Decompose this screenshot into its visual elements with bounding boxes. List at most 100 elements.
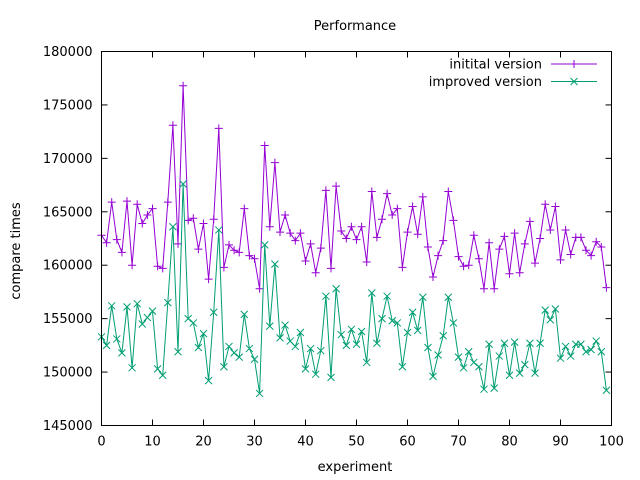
series-2-point [179, 180, 187, 188]
series-1-point [332, 182, 341, 191]
series-1-point [525, 217, 534, 226]
series-1-point [102, 238, 111, 247]
series-1-point [158, 264, 167, 273]
series-2-point [255, 389, 264, 398]
series-2-point [271, 260, 279, 268]
series-2-point [332, 284, 340, 293]
x-tick-label: 70 [450, 435, 467, 450]
series-2-point [515, 369, 524, 377]
x-tick-label: 40 [297, 435, 314, 450]
legend-label-2: improved version [429, 75, 542, 90]
series-2-point [199, 329, 208, 338]
series-2-point [133, 299, 142, 308]
series-1-point [546, 225, 555, 234]
legend-label-1: initital version [449, 58, 542, 73]
series-1-point [490, 284, 499, 293]
series-2-point [102, 341, 111, 350]
series-2-point [602, 386, 611, 395]
series-1-point [148, 204, 157, 213]
series-2-point [184, 314, 193, 323]
series-1-point [260, 141, 269, 150]
x-tick-label: 50 [348, 435, 365, 450]
series-2-point [408, 308, 417, 317]
series-2-point [306, 344, 315, 353]
x-tick-label: 20 [195, 435, 212, 450]
series-2-point [434, 351, 442, 359]
series-1-point [418, 192, 427, 201]
series-2-point [327, 373, 335, 382]
series-1-point [566, 250, 575, 259]
series-layer [97, 81, 611, 398]
series-1-point [179, 81, 188, 90]
series-2-point [143, 313, 152, 322]
series-1-point [281, 210, 290, 219]
y-tick-label: 170000 [43, 152, 93, 167]
series-2-point [480, 385, 488, 394]
series-1-point [209, 215, 218, 224]
series-1-point [362, 258, 371, 267]
series-1-point [423, 243, 432, 252]
series-1-point [439, 236, 448, 245]
series-1-point [413, 230, 422, 239]
series-2-point [276, 334, 284, 342]
series-1-line [101, 85, 607, 289]
series-2-point [546, 315, 555, 324]
series-1-point [270, 158, 279, 167]
series-2-point [281, 321, 289, 329]
series-2-point [296, 328, 305, 337]
series-2-point [582, 347, 590, 356]
legend-marker-2 [570, 77, 578, 86]
series-1-point [398, 263, 407, 272]
series-2-point [500, 339, 509, 348]
series-2-point [138, 320, 147, 328]
series-1-point [510, 229, 519, 238]
x-tick-label: 10 [144, 435, 161, 450]
series-1-point [194, 245, 203, 254]
series-1-point [582, 246, 590, 255]
series-2-point [592, 337, 601, 345]
series-1-point [388, 210, 397, 219]
series-2-point [367, 289, 376, 297]
series-1-point [240, 204, 249, 213]
series-1-point [245, 251, 254, 260]
series-1-point [153, 262, 162, 271]
series-2-point [439, 331, 448, 340]
series-2-point [541, 306, 550, 314]
series-2-point [587, 345, 595, 354]
series-2-point [464, 347, 473, 356]
series-1-point [306, 239, 315, 248]
series-2-point [505, 371, 514, 380]
legend: initital version improved version [429, 58, 597, 90]
series-2-point [123, 303, 131, 311]
series-1-point [301, 256, 310, 265]
series-2-point [475, 362, 483, 371]
series-1-point [541, 200, 550, 209]
series-1-point [520, 239, 529, 248]
y-tick-label: 175000 [43, 98, 93, 113]
series-1-point [250, 254, 259, 263]
series-1-point [393, 204, 402, 213]
series-1-point [429, 272, 437, 281]
series-1-point [174, 239, 182, 248]
series-2-point [556, 354, 565, 363]
series-2-point [577, 340, 585, 349]
y-tick-label: 155000 [43, 312, 93, 327]
legend-marker-1 [570, 60, 578, 68]
series-1-point [337, 227, 346, 236]
series-2-point [342, 341, 351, 350]
series-2-point [194, 343, 203, 352]
series-1-point [189, 214, 198, 223]
series-2-point [531, 369, 539, 377]
series-2-point [250, 355, 259, 364]
series-2-line [101, 183, 607, 394]
series-2-point [526, 339, 534, 348]
series-2-point [449, 319, 458, 327]
plot-frame [101, 51, 612, 426]
series-1-point [500, 232, 509, 241]
series-2-point [169, 222, 177, 231]
series-1-point [347, 222, 356, 231]
series-2-point [520, 360, 529, 369]
series-1-point [592, 237, 601, 246]
